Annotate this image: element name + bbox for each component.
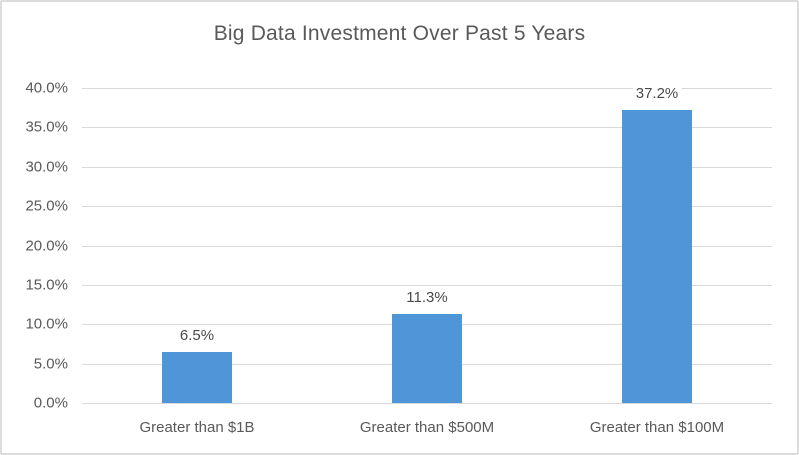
y-axis-tick-label: 0.0% (33, 394, 68, 412)
gridline (82, 127, 772, 129)
x-axis-category-label: Greater than $1B (139, 419, 255, 436)
gridline (82, 403, 772, 404)
y-axis: 40.0% 35.0% 30.0% 25.0% 20.0% 15.0% 10.0% 5.0% 0… (2, 80, 68, 412)
gridline (82, 245, 772, 247)
bar (392, 314, 462, 403)
y-axis-tick-label: 15.0% (25, 276, 68, 294)
bar-value-label: 6.5% (176, 326, 218, 345)
y-axis-tick-label: 20.0% (25, 237, 68, 254)
bar-value-label: 37.2% (632, 85, 682, 104)
plot-area: 6.5% 11.3% 37.2% (82, 85, 772, 404)
gridline (82, 284, 772, 286)
x-axis-category-label: Greater than $500M (359, 419, 495, 436)
x-axis: Greater than $1B Greater than $500M Greate… (82, 403, 772, 447)
gridline (82, 88, 772, 89)
bar (622, 110, 692, 403)
bar-value-label: 11.3% (403, 289, 451, 308)
y-axis-tick-label: 30.0% (25, 158, 68, 176)
y-axis-tick-label: 10.0% (25, 315, 68, 333)
y-axis-tick-label: 40.0% (25, 79, 68, 97)
bar (161, 351, 232, 403)
y-axis-tick-label: 35.0% (25, 118, 68, 136)
y-axis-tick-label: 25.0% (25, 197, 68, 215)
y-axis-tick-label: 5.0% (33, 355, 68, 373)
gridline (82, 166, 772, 168)
gridline (82, 206, 772, 208)
chart-title: Big Data Investment Over Past 5 Years (213, 22, 586, 45)
x-axis-category-label: Greater than $100M (589, 419, 725, 436)
